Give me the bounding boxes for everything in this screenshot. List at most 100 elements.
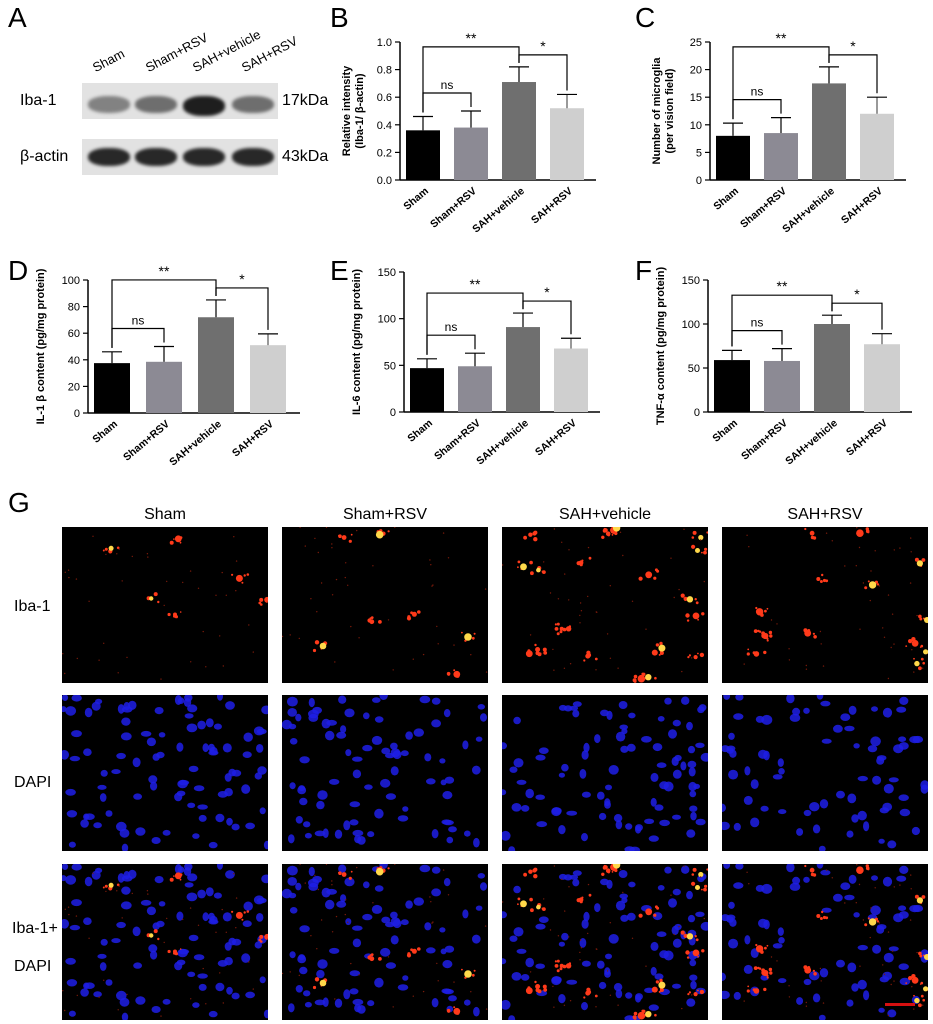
background-speck	[703, 917, 705, 920]
nucleus	[184, 713, 194, 719]
background-speck	[429, 896, 431, 898]
background-speck	[805, 1005, 808, 1007]
process-speck	[543, 651, 548, 655]
nucleus	[222, 743, 232, 753]
background-speck	[347, 921, 349, 923]
micrograph-background	[502, 527, 708, 683]
background-speck	[347, 584, 349, 586]
process-speck	[179, 948, 182, 950]
process-speck	[691, 881, 696, 886]
nucleus	[511, 972, 522, 981]
background-speck	[314, 874, 316, 877]
nucleus	[792, 707, 801, 716]
microglia-cell	[645, 908, 653, 916]
nucleus	[205, 718, 214, 728]
background-speck	[587, 932, 589, 935]
nucleus	[65, 706, 77, 716]
microglia-cell	[692, 949, 700, 957]
nucleus	[672, 938, 682, 948]
y-tick-label: 100	[682, 319, 700, 331]
background-speck	[358, 974, 360, 976]
micrograph-background	[282, 527, 488, 683]
background-speck	[595, 1006, 597, 1008]
nucleus	[672, 719, 681, 727]
nucleus	[882, 707, 893, 718]
micrograph-merge	[722, 864, 928, 1020]
nucleus	[405, 900, 413, 909]
nucleus	[644, 818, 655, 824]
process-speck	[588, 556, 592, 560]
process-speck	[338, 871, 342, 875]
process-speck	[755, 943, 758, 947]
process-speck	[865, 527, 869, 531]
process-speck	[556, 959, 560, 963]
background-speck	[819, 630, 822, 633]
nucleus	[363, 881, 370, 889]
bar	[554, 348, 588, 412]
nucleus	[650, 966, 657, 976]
microglia-cell	[174, 535, 182, 543]
nucleus	[197, 889, 206, 899]
nucleus	[413, 897, 424, 906]
process-speck	[695, 601, 699, 605]
nucleus	[299, 797, 308, 806]
nucleus	[184, 882, 194, 888]
nucleus	[80, 988, 89, 997]
nucleus	[572, 870, 582, 876]
background-speck	[700, 539, 702, 541]
y-tick-label: 60	[68, 328, 80, 340]
microglia-cell	[578, 560, 584, 566]
process-speck	[699, 989, 705, 995]
process-speck	[173, 538, 175, 540]
process-speck	[683, 596, 688, 601]
process-speck	[908, 639, 913, 644]
background-speck	[392, 1006, 394, 1008]
background-speck	[557, 935, 560, 937]
nucleus	[480, 882, 487, 891]
nucleus	[888, 946, 899, 952]
background-speck	[887, 594, 890, 596]
process-speck	[407, 952, 411, 956]
nucleus	[295, 882, 302, 891]
nucleus	[857, 775, 868, 782]
process-speck	[594, 657, 598, 661]
nucleus	[615, 731, 626, 742]
y-axis-label: IL-6 content (pg/mg protein)	[351, 269, 363, 415]
background-speck	[552, 985, 554, 988]
significance-bracket	[732, 99, 782, 120]
background-speck	[121, 917, 123, 919]
process-speck	[914, 557, 919, 562]
background-speck	[331, 543, 333, 545]
nucleus	[648, 835, 659, 842]
nucleus	[111, 769, 121, 775]
significance-label: ns	[445, 320, 458, 334]
nucleus	[778, 978, 787, 984]
wb-protein-label: β-actin	[20, 148, 69, 165]
nucleus	[648, 1004, 659, 1011]
background-speck	[197, 587, 200, 589]
background-speck	[62, 653, 64, 655]
background-speck	[609, 657, 612, 659]
nucleus	[213, 892, 222, 899]
nucleus	[215, 982, 225, 992]
nucleus	[755, 715, 765, 723]
nucleus	[689, 974, 698, 981]
nucleus	[663, 950, 674, 961]
nucleus	[857, 810, 867, 821]
nucleus	[516, 948, 527, 954]
process-speck	[913, 994, 915, 997]
nucleus	[217, 695, 223, 701]
nucleus	[431, 866, 441, 874]
nucleus	[121, 886, 131, 895]
wb-band	[88, 96, 130, 113]
process-speck	[179, 611, 182, 613]
nucleus	[851, 814, 859, 823]
nucleus	[899, 808, 911, 817]
background-speck	[317, 888, 319, 891]
nucleus	[367, 831, 375, 838]
nucleus	[176, 742, 184, 752]
nucleus	[299, 925, 310, 933]
background-speck	[331, 884, 333, 886]
background-speck	[893, 886, 895, 888]
background-speck	[568, 599, 570, 601]
